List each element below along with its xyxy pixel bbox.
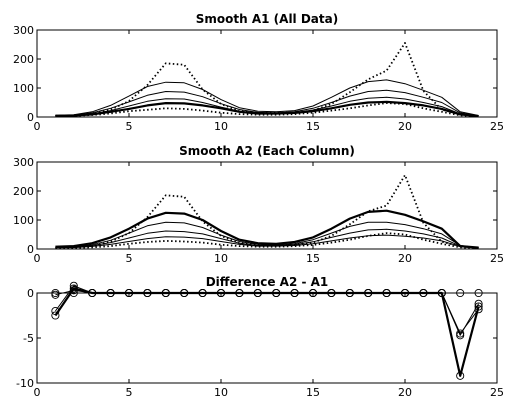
series-line-4 bbox=[55, 228, 479, 249]
data-point bbox=[456, 371, 465, 380]
x-tick-label: 20 bbox=[398, 252, 412, 265]
x-tick-label: 10 bbox=[214, 386, 228, 399]
x-tick-label: 25 bbox=[490, 120, 504, 133]
chart-title: Difference A2 - A1 bbox=[206, 275, 329, 289]
y-tick-label: 0 bbox=[27, 243, 34, 256]
data-point bbox=[69, 286, 78, 295]
y-tick-label: 100 bbox=[13, 214, 34, 227]
chart-title: Smooth A2 (Each Column) bbox=[179, 144, 355, 158]
chart-title: Smooth A1 (All Data) bbox=[196, 12, 338, 26]
x-tick-label: 15 bbox=[306, 386, 320, 399]
series-line-3 bbox=[55, 221, 479, 249]
series-line-6 bbox=[55, 232, 479, 250]
data-point bbox=[474, 302, 483, 311]
y-tick-label: -5 bbox=[23, 332, 34, 345]
x-tick-label: 10 bbox=[214, 120, 228, 133]
series-line-3 bbox=[55, 289, 479, 334]
chart-panel-1: Smooth A1 (All Data) 0 5 10 15 20 25 0 100 200 300 bbox=[13, 12, 504, 133]
y-tick-label: 100 bbox=[13, 82, 34, 95]
plot-frame bbox=[36, 161, 498, 250]
plot-frame bbox=[36, 29, 498, 118]
y-tick-label: 0 bbox=[27, 111, 34, 124]
series-line-1 bbox=[54, 287, 480, 377]
x-tick-label: 25 bbox=[490, 386, 504, 399]
x-tick-label: 0 bbox=[34, 120, 41, 133]
plot-frame bbox=[36, 292, 498, 384]
x-tick-label: 0 bbox=[34, 252, 41, 265]
series-line-2 bbox=[55, 209, 479, 249]
data-point bbox=[51, 306, 60, 316]
chart-panel-3: Difference A2 - A1 0 5 10 15 20 25 -10 -5 0 bbox=[16, 275, 504, 399]
y-tick-label: 200 bbox=[13, 53, 34, 66]
series-line-6 bbox=[55, 102, 479, 118]
x-tick-label: 25 bbox=[490, 252, 504, 265]
y-tick-label: 200 bbox=[13, 185, 34, 198]
data-point bbox=[456, 329, 465, 338]
x-tick-label: 20 bbox=[398, 386, 412, 399]
x-tick-label: 5 bbox=[126, 120, 133, 133]
series-line-2 bbox=[55, 79, 479, 116]
x-tick-label: 15 bbox=[306, 120, 320, 133]
data-point bbox=[51, 311, 60, 320]
x-tick-label: 20 bbox=[398, 120, 412, 133]
data-point bbox=[474, 299, 483, 308]
data-point bbox=[474, 305, 483, 314]
y-tick-label: 300 bbox=[13, 156, 34, 169]
x-tick-label: 10 bbox=[214, 252, 228, 265]
y-tick-label: -10 bbox=[16, 377, 34, 390]
chart-panel-2: Smooth A2 (Each Column) 0 5 10 15 20 25 0 100 200… bbox=[13, 144, 504, 265]
x-tick-label: 0 bbox=[34, 386, 41, 399]
x-tick-label: 5 bbox=[126, 252, 133, 265]
x-tick-label: 5 bbox=[126, 386, 133, 399]
x-tick-label: 15 bbox=[306, 252, 320, 265]
y-tick-label: 300 bbox=[13, 24, 34, 37]
series-line-5 bbox=[55, 100, 479, 118]
y-tick-label: 0 bbox=[27, 287, 34, 300]
